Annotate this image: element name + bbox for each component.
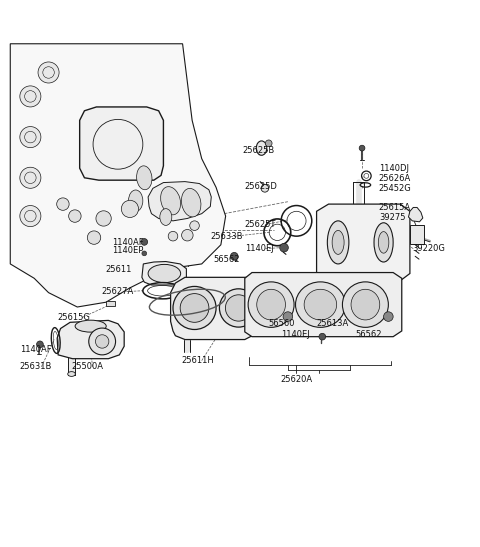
Ellipse shape — [160, 208, 172, 225]
Bar — [257, 301, 265, 312]
Text: 1140EP: 1140EP — [112, 246, 143, 255]
Ellipse shape — [226, 295, 252, 321]
Polygon shape — [170, 277, 263, 340]
Bar — [106, 301, 115, 306]
Ellipse shape — [351, 289, 380, 320]
Text: 25615G: 25615G — [57, 313, 90, 322]
Text: 25611H: 25611H — [181, 356, 215, 365]
Circle shape — [36, 341, 43, 348]
Circle shape — [190, 221, 199, 230]
Circle shape — [280, 243, 288, 252]
Text: 1140EJ: 1140EJ — [281, 330, 310, 339]
Ellipse shape — [148, 264, 180, 283]
Ellipse shape — [257, 289, 286, 320]
Ellipse shape — [296, 282, 345, 327]
Text: 56562: 56562 — [214, 255, 240, 264]
Text: 1140AF: 1140AF — [112, 238, 144, 247]
Text: 39220G: 39220G — [412, 244, 445, 253]
Circle shape — [230, 253, 238, 260]
Ellipse shape — [332, 230, 344, 254]
Text: 1140AF: 1140AF — [20, 345, 51, 353]
Text: 25625T: 25625T — [245, 220, 276, 229]
Ellipse shape — [342, 282, 388, 327]
Circle shape — [20, 167, 41, 188]
Circle shape — [121, 200, 139, 218]
Circle shape — [20, 126, 41, 148]
Polygon shape — [408, 207, 423, 222]
Ellipse shape — [248, 282, 294, 327]
Circle shape — [265, 140, 272, 147]
Ellipse shape — [68, 371, 75, 376]
Text: 25620A: 25620A — [280, 375, 312, 384]
Circle shape — [359, 146, 365, 151]
Text: 25452G: 25452G — [379, 184, 411, 193]
Circle shape — [319, 333, 325, 340]
Text: 25631B: 25631B — [20, 362, 52, 371]
Ellipse shape — [256, 141, 267, 155]
Text: 25627A: 25627A — [101, 287, 133, 296]
Polygon shape — [80, 107, 163, 180]
Ellipse shape — [173, 287, 216, 329]
Circle shape — [283, 312, 293, 321]
Ellipse shape — [219, 289, 258, 327]
Circle shape — [168, 231, 178, 241]
Circle shape — [38, 62, 59, 83]
Ellipse shape — [129, 190, 143, 212]
Text: 56562: 56562 — [356, 330, 383, 339]
Polygon shape — [142, 261, 186, 285]
Text: 25500A: 25500A — [72, 362, 104, 371]
Text: 56560: 56560 — [269, 319, 295, 328]
Circle shape — [96, 211, 111, 226]
Ellipse shape — [181, 188, 201, 217]
Ellipse shape — [161, 187, 180, 215]
Circle shape — [20, 86, 41, 107]
Text: 25626A: 25626A — [379, 174, 411, 183]
Polygon shape — [245, 272, 402, 336]
Ellipse shape — [137, 166, 152, 190]
Ellipse shape — [327, 221, 349, 264]
Ellipse shape — [378, 231, 389, 253]
Circle shape — [141, 238, 148, 245]
Circle shape — [96, 335, 109, 348]
Ellipse shape — [304, 289, 336, 320]
Text: 25613A: 25613A — [317, 319, 349, 328]
Text: 1140DJ: 1140DJ — [379, 164, 409, 173]
Text: 25633B: 25633B — [210, 232, 243, 241]
Bar — [410, 225, 424, 244]
Text: 1140EJ: 1140EJ — [245, 244, 274, 253]
Circle shape — [69, 210, 81, 222]
Text: 25625B: 25625B — [242, 146, 275, 154]
Ellipse shape — [374, 223, 393, 262]
Circle shape — [181, 230, 193, 241]
Ellipse shape — [180, 294, 209, 322]
Text: 39275: 39275 — [379, 213, 405, 222]
Circle shape — [87, 231, 101, 245]
Circle shape — [384, 312, 393, 321]
Polygon shape — [148, 182, 211, 221]
Circle shape — [89, 328, 116, 355]
Text: 25625D: 25625D — [245, 182, 277, 191]
Polygon shape — [317, 204, 410, 281]
Polygon shape — [10, 44, 226, 307]
Ellipse shape — [75, 320, 106, 332]
Circle shape — [57, 198, 69, 211]
Circle shape — [261, 184, 269, 192]
Text: 25611: 25611 — [105, 265, 132, 274]
Circle shape — [20, 206, 41, 226]
Circle shape — [142, 251, 147, 256]
Polygon shape — [57, 321, 124, 359]
Text: 25615A: 25615A — [379, 203, 411, 212]
